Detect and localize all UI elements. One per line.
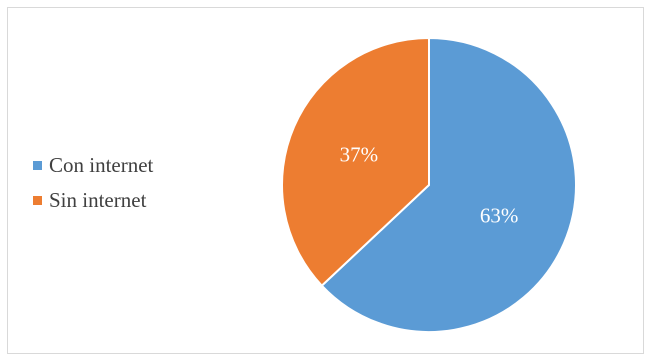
pie-slice-sin-internet — [281, 36, 430, 288]
legend-item-sin-internet: Sin internet — [33, 183, 153, 218]
legend-item-con-internet: Con internet — [33, 148, 153, 183]
data-label-sin-internet: 37% — [340, 143, 379, 167]
legend-swatch-con-internet — [33, 161, 42, 170]
legend-swatch-sin-internet — [33, 196, 42, 205]
legend: Con internet Sin internet — [33, 148, 153, 218]
data-label-con-internet: 63% — [480, 203, 519, 227]
pie-slice-con-internet — [320, 36, 578, 333]
legend-label-sin-internet: Sin internet — [49, 188, 147, 212]
legend-label-con-internet: Con internet — [49, 153, 154, 177]
